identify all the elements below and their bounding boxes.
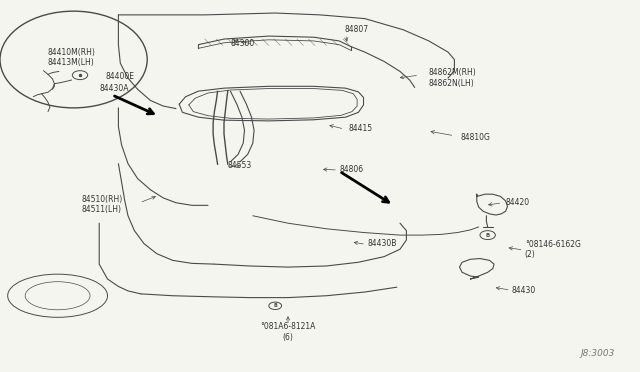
Text: 84415: 84415 [349, 124, 373, 133]
Text: B: B [486, 232, 490, 238]
Text: 84420: 84420 [506, 198, 530, 207]
Text: 84807: 84807 [344, 25, 369, 34]
Text: 84510(RH)
84511(LH): 84510(RH) 84511(LH) [82, 195, 123, 214]
Text: 84400E: 84400E [106, 72, 134, 81]
Text: 84300: 84300 [230, 39, 255, 48]
Text: 84862M(RH)
84862N(LH): 84862M(RH) 84862N(LH) [429, 68, 477, 88]
Text: °081A6-8121A
(6): °081A6-8121A (6) [260, 322, 316, 341]
Text: 84410M(RH)
84413M(LH): 84410M(RH) 84413M(LH) [48, 48, 96, 67]
Text: °08146-6162G
(2): °08146-6162G (2) [525, 240, 580, 259]
Text: B: B [273, 303, 277, 308]
Text: 84430B: 84430B [368, 239, 397, 248]
Text: 84430: 84430 [512, 286, 536, 295]
Text: J8:3003: J8:3003 [580, 349, 614, 358]
Text: 84810G: 84810G [461, 133, 491, 142]
Text: 84553: 84553 [227, 161, 252, 170]
Text: 84806: 84806 [339, 165, 364, 174]
Text: 84430A: 84430A [99, 84, 129, 93]
